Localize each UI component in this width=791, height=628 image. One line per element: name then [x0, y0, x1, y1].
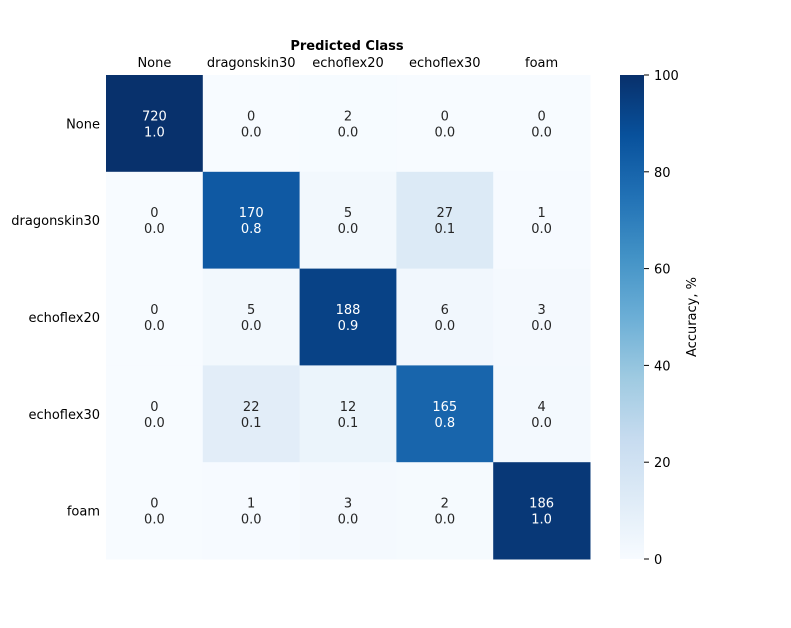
cell-fraction-label: 0.1	[434, 222, 455, 237]
y-tick-label: None	[66, 117, 100, 132]
heatmap-cell	[106, 462, 204, 560]
cell-fraction-label: 0.0	[434, 125, 455, 140]
cell-count-label: 3	[344, 497, 352, 512]
cell-fraction-label: 0.0	[531, 416, 552, 431]
heatmap-cell	[106, 365, 204, 463]
heatmap-cell	[396, 268, 494, 366]
heatmap-cell	[493, 171, 591, 270]
heatmap-cell	[106, 171, 204, 270]
cell-count-label: 186	[529, 497, 554, 512]
cell-fraction-label: 0.0	[338, 222, 359, 237]
cell-count-label: 0	[441, 109, 449, 124]
cell-fraction-label: 0.0	[531, 125, 552, 140]
cell-count-label: 27	[437, 206, 454, 221]
cell-fraction-label: 1.0	[144, 125, 165, 140]
cell-fraction-label: 0.0	[241, 125, 262, 140]
x-tick-label: dragonskin30	[207, 56, 296, 71]
colorbar-tick-label: 20	[654, 456, 671, 471]
cell-count-label: 1	[247, 497, 255, 512]
y-tick-labels: None dragonskin30 echoflex20 echoflex30 foam	[11, 117, 100, 519]
colorbar-tick-label: 60	[654, 263, 671, 278]
colorbar-tick-label: 80	[654, 166, 671, 181]
heatmap-cells: 7201.000.020.000.000.000.01700.850.0270.…	[106, 75, 591, 560]
y-tick-label: foam	[67, 505, 100, 520]
heatmap-cell	[106, 75, 204, 173]
cell-fraction-label: 0.1	[338, 416, 359, 431]
heatmap-cell	[106, 268, 204, 366]
heatmap-cell	[299, 365, 397, 463]
heatmap-cell	[396, 75, 494, 173]
cell-count-label: 170	[239, 206, 264, 221]
y-tick-label: echoflex20	[28, 311, 100, 326]
chart-title: Predicted Class	[290, 39, 404, 54]
cell-count-label: 5	[344, 206, 352, 221]
heatmap-cell	[493, 268, 591, 366]
cell-count-label: 5	[247, 303, 255, 318]
heatmap-cell	[299, 171, 397, 270]
heatmap-cell	[396, 462, 494, 560]
cell-fraction-label: 1.0	[531, 513, 552, 528]
heatmap-cell	[493, 365, 591, 463]
heatmap-cell	[299, 268, 397, 366]
cell-fraction-label: 0.8	[241, 222, 262, 237]
heatmap-cell	[299, 462, 397, 560]
cell-fraction-label: 0.1	[241, 416, 262, 431]
colorbar-ticks: 0 20 40 60 80 100	[644, 69, 679, 568]
cell-fraction-label: 0.0	[338, 513, 359, 528]
heatmap-cell	[299, 75, 397, 173]
cell-count-label: 0	[247, 109, 255, 124]
colorbar-tick-label: 0	[654, 553, 662, 568]
heatmap-cell	[396, 171, 494, 270]
cell-fraction-label: 0.0	[531, 222, 552, 237]
cell-fraction-label: 0.9	[338, 319, 359, 334]
colorbar	[620, 75, 644, 559]
heatmap-cell	[202, 171, 301, 270]
x-tick-label: foam	[525, 56, 558, 71]
heatmap-cell	[493, 75, 591, 173]
cell-fraction-label: 0.0	[434, 319, 455, 334]
heatmap-cell	[202, 75, 301, 173]
cell-fraction-label: 0.0	[241, 319, 262, 334]
heatmap-cell	[202, 365, 301, 463]
cell-fraction-label: 0.0	[144, 319, 165, 334]
heatmap-cell	[493, 462, 591, 560]
colorbar-tick-label: 100	[654, 69, 679, 84]
cell-fraction-label: 0.0	[338, 125, 359, 140]
cell-count-label: 720	[142, 109, 167, 124]
colorbar-tick-label: 40	[654, 359, 671, 374]
cell-fraction-label: 0.0	[241, 513, 262, 528]
cell-count-label: 0	[150, 206, 158, 221]
cell-count-label: 0	[150, 400, 158, 415]
cell-count-label: 3	[537, 303, 545, 318]
cell-count-label: 0	[150, 303, 158, 318]
cell-count-label: 188	[336, 303, 361, 318]
cell-fraction-label: 0.0	[531, 319, 552, 334]
cell-fraction-label: 0.0	[144, 222, 165, 237]
cell-count-label: 1	[537, 206, 545, 221]
cell-fraction-label: 0.8	[434, 416, 455, 431]
cell-fraction-label: 0.0	[144, 416, 165, 431]
cell-count-label: 22	[243, 400, 260, 415]
cell-fraction-label: 0.0	[144, 513, 165, 528]
cell-count-label: 2	[441, 497, 449, 512]
cell-count-label: 6	[441, 303, 449, 318]
cell-count-label: 2	[344, 109, 352, 124]
heatmap-cell	[202, 462, 301, 560]
colorbar-label: Accuracy, %	[685, 277, 700, 357]
cell-count-label: 165	[432, 400, 457, 415]
heatmap-cell	[202, 268, 301, 366]
x-tick-label: None	[137, 56, 171, 71]
y-tick-label: echoflex30	[28, 408, 100, 423]
cell-count-label: 0	[150, 497, 158, 512]
cell-fraction-label: 0.0	[434, 513, 455, 528]
y-tick-label: dragonskin30	[11, 214, 100, 229]
cell-count-label: 12	[340, 400, 357, 415]
heatmap-cell	[396, 365, 494, 463]
cell-count-label: 4	[537, 400, 545, 415]
x-tick-labels: None dragonskin30 echoflex20 echoflex30 foam	[137, 56, 558, 71]
x-tick-label: echoflex20	[312, 56, 384, 71]
cell-count-label: 0	[537, 109, 545, 124]
x-tick-label: echoflex30	[409, 56, 481, 71]
